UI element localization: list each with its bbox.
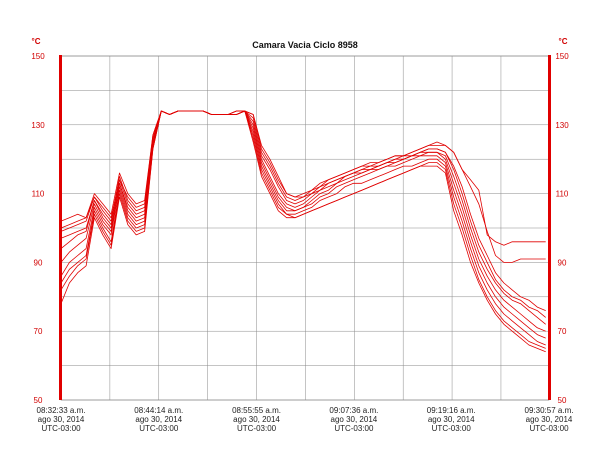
- x-tick-label-line: 08:44:14 a.m.: [134, 406, 183, 415]
- y-tick-label-right: 150: [555, 52, 569, 61]
- y-tick-label-left: 130: [31, 121, 45, 130]
- x-tick-label-line: UTC-03:00: [334, 424, 374, 433]
- x-tick-label-line: ago 30, 2014: [526, 415, 573, 424]
- x-axis-ticks: 08:32:33 a.m.ago 30, 2014UTC-03:0008:44:…: [37, 406, 574, 433]
- x-tick-label-line: 09:30:57 a.m.: [525, 406, 574, 415]
- x-tick-label-line: UTC-03:00: [41, 424, 81, 433]
- series-line-4: [60, 110, 546, 318]
- x-tick-label-line: ago 30, 2014: [428, 415, 475, 424]
- y-tick-label-left: 150: [31, 52, 45, 61]
- series-line-8: [60, 110, 546, 346]
- x-tick-label-line: ago 30, 2014: [135, 415, 182, 424]
- x-tick-label-line: 08:32:33 a.m.: [37, 406, 86, 415]
- series-line-2: [60, 110, 546, 263]
- series-lines: [60, 110, 546, 353]
- series-line-9: [60, 110, 546, 349]
- plot-grid: [60, 55, 550, 401]
- y-tick-label-right: 110: [556, 190, 569, 199]
- y-tick-label-left: 70: [34, 327, 43, 336]
- series-line-3: [60, 110, 546, 311]
- y-tick-label-right: 90: [558, 258, 567, 267]
- y-tick-label-left: 90: [34, 258, 43, 267]
- y-tick-label-right: 130: [555, 121, 569, 130]
- x-tick-label-line: UTC-03:00: [237, 424, 277, 433]
- right-axis-unit: °C: [559, 37, 568, 46]
- series-line-7: [60, 110, 546, 339]
- x-tick-label-line: 09:19:16 a.m.: [427, 406, 476, 415]
- right-axis-bar: [548, 55, 551, 400]
- series-line-5: [60, 110, 546, 325]
- x-tick-label-line: ago 30, 2014: [38, 415, 85, 424]
- x-tick-label-line: ago 30, 2014: [233, 415, 280, 424]
- x-tick-label-line: 09:07:36 a.m.: [329, 406, 378, 415]
- x-tick-label-line: 08:55:55 a.m.: [232, 406, 281, 415]
- x-tick-label-line: ago 30, 2014: [331, 415, 378, 424]
- y-tick-label-left: 50: [34, 396, 43, 405]
- x-tick-label-line: UTC-03:00: [432, 424, 472, 433]
- y-tick-label-left: 110: [32, 190, 45, 199]
- left-axis-unit: °C: [32, 37, 41, 46]
- x-tick-label-line: UTC-03:00: [529, 424, 569, 433]
- y-tick-label-right: 50: [558, 396, 567, 405]
- series-line-10: [60, 110, 546, 353]
- left-axis-bar: [59, 55, 62, 400]
- chart-title: Camara Vacia Ciclo 8958: [252, 40, 358, 50]
- y-tick-label-right: 70: [558, 327, 567, 336]
- y-axis-ticks: 50 50 70 70 90 90 110 110 130 130 150 150: [31, 52, 569, 405]
- x-tick-label-line: UTC-03:00: [139, 424, 179, 433]
- series-line-1: [60, 110, 546, 246]
